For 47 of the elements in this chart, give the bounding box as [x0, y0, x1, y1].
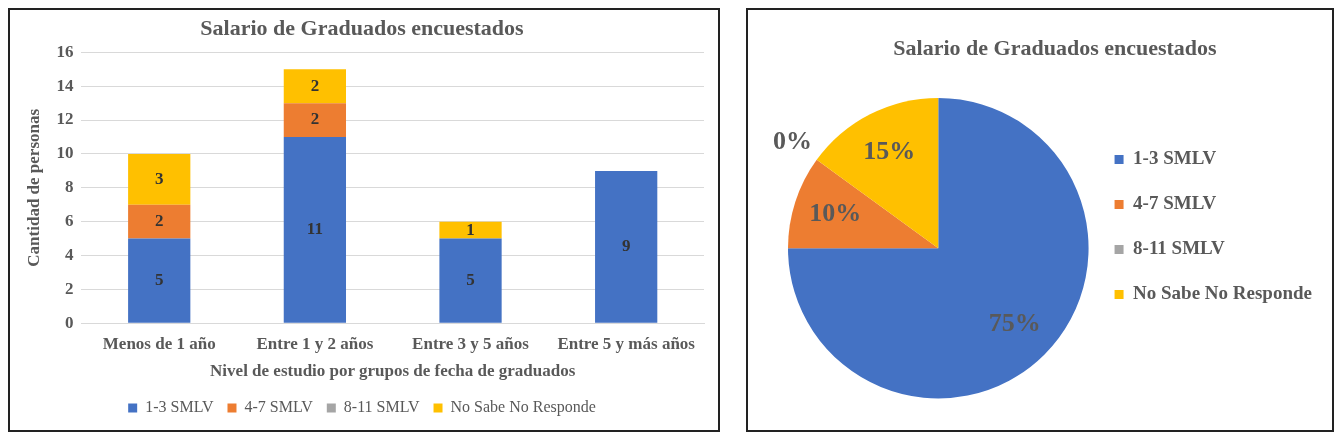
y-axis-title: Cantidad de personas: [23, 108, 43, 267]
bar: [128, 204, 191, 239]
data-label: 3: [154, 168, 164, 188]
chart-title: Salario de Graduados encuestados: [200, 14, 525, 40]
data-label: 2: [310, 109, 320, 129]
bar: [595, 170, 658, 323]
y-tick-label: 4: [64, 244, 74, 264]
legend-label: 4-7 SMLV: [244, 398, 314, 416]
y-tick-label: 8: [64, 177, 74, 197]
bar: [283, 103, 347, 138]
chart-title: Salario de Graduados encuestados: [893, 34, 1218, 60]
x-tick-label: Entre 1 y 2 años: [256, 333, 374, 353]
bar: [128, 238, 191, 323]
legend-label: 8-11 SMLV: [1133, 237, 1226, 259]
y-tick-label: 12: [56, 109, 74, 129]
data-label: 2: [310, 75, 320, 95]
legend-label: No Sabe No Responde: [1133, 282, 1313, 304]
data-label: 10%: [809, 198, 862, 228]
bar: [283, 137, 347, 323]
bar: [439, 238, 502, 323]
data-label: 1: [466, 219, 475, 239]
y-tick-label: 14: [56, 75, 74, 95]
y-tick-label: 0: [64, 312, 74, 332]
legend-label: No Sabe No Responde: [450, 398, 596, 417]
data-label: 5: [154, 270, 164, 290]
y-tick-label: 6: [64, 211, 74, 231]
y-tick-label: 16: [56, 41, 74, 61]
x-tick-label: Entre 3 y 5 años: [412, 333, 530, 353]
legend-label: 1-3 SMLV: [1133, 147, 1217, 169]
legend-label: 4-7 SMLV: [1133, 192, 1217, 214]
data-label: 15%: [863, 135, 916, 165]
x-tick-label: Menos de 1 año: [102, 333, 216, 353]
bar: [128, 153, 191, 205]
data-label: 75%: [988, 308, 1041, 338]
x-tick-label: Entre 5 y más años: [557, 333, 696, 353]
data-label: 11: [306, 219, 323, 239]
y-tick-label: 2: [64, 278, 74, 298]
data-label: 2: [154, 211, 164, 231]
data-label: 9: [621, 236, 631, 256]
bar: [283, 69, 347, 104]
legend-label: 8-11 SMLV: [343, 398, 420, 416]
x-axis-title: Nivel de estudio por grupos de fecha de graduados: [210, 361, 576, 381]
legend-label: 1-3 SMLV: [145, 398, 214, 416]
data-label: 5: [466, 270, 475, 290]
y-tick-label: 10: [56, 143, 74, 163]
bar: [439, 221, 502, 239]
text: 0%: [772, 125, 812, 155]
